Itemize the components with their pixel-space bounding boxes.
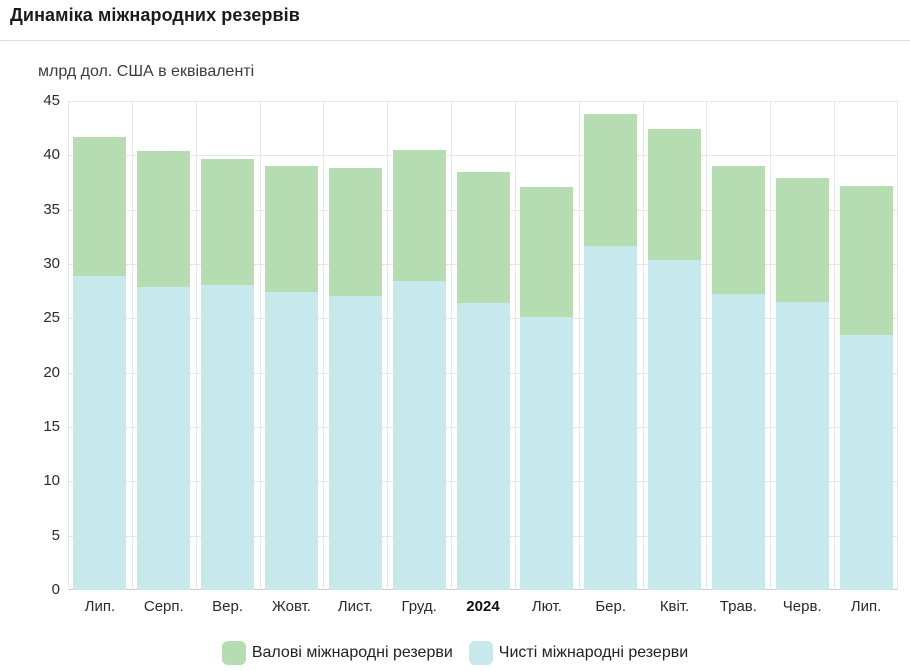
v-gridline-5 (387, 101, 388, 590)
x-tick-label-8: Бер. (595, 598, 627, 615)
bar-net-8[interactable] (584, 245, 637, 590)
h-gridline-40 (68, 155, 898, 156)
y-axis-unit-label: млрд дол. США в еквіваленті (38, 63, 255, 80)
chart-legend: Валові міжнародні резерви Чисті міжнарод… (0, 641, 910, 665)
plot-area (68, 101, 898, 590)
legend-label-net: Чисті міжнародні резерви (498, 644, 689, 661)
h-gridline-45 (68, 101, 898, 102)
bar-net-11[interactable] (776, 302, 829, 590)
y-tick-label-35: 35 (43, 200, 60, 218)
bar-net-3[interactable] (265, 292, 318, 590)
x-tick-label-3: Жовт. (271, 598, 311, 615)
v-gridline-9 (643, 101, 644, 590)
y-tick-label-5: 5 (51, 526, 60, 544)
gross-reserves-swatch-icon (221, 641, 246, 665)
v-gridline-10 (706, 101, 707, 590)
y-axis-line (68, 101, 69, 590)
v-gridline-4 (323, 101, 324, 590)
v-gridline-8 (579, 101, 580, 590)
legend-item-net[interactable]: Чисті міжнародні резерви (468, 641, 689, 665)
bar-net-7[interactable] (520, 317, 573, 590)
header-divider (0, 40, 910, 41)
y-tick-label-30: 30 (43, 255, 60, 272)
x-tick-label-7: Лют. (531, 598, 562, 615)
v-gridline-2 (196, 101, 197, 590)
v-gridline-1 (132, 101, 133, 590)
legend-item-gross[interactable]: Валові міжнародні резерви (221, 641, 453, 665)
v-gridline-7 (515, 101, 516, 590)
y-tick-label-10: 10 (43, 472, 60, 490)
x-tick-label-11: Черв. (782, 598, 822, 615)
page-title: Динаміка міжнародних резервів (10, 5, 300, 25)
y-tick-label-25: 25 (43, 309, 60, 327)
v-gridline-13 (897, 101, 898, 590)
bar-net-9[interactable] (648, 259, 701, 590)
x-tick-label-10: Трав. (719, 598, 757, 615)
y-tick-label-40: 40 (43, 146, 60, 164)
x-tick-label-0: Лип. (84, 598, 116, 615)
y-tick-label-20: 20 (43, 363, 60, 381)
x-tick-label-12: Лип. (850, 598, 882, 615)
net-reserves-swatch-icon (468, 641, 493, 665)
bar-net-2[interactable] (201, 284, 254, 590)
bar-net-1[interactable] (137, 286, 190, 590)
bar-net-6[interactable] (457, 303, 510, 590)
x-tick-label-1: Серп. (143, 598, 184, 615)
x-tick-label-5: Груд. (401, 598, 437, 615)
v-gridline-12 (834, 101, 835, 590)
bar-net-4[interactable] (329, 295, 382, 590)
y-tick-label-0: 0 (51, 581, 60, 598)
y-tick-label-15: 15 (43, 418, 60, 435)
v-gridline-3 (260, 101, 261, 590)
x-tick-label-9: Квіт. (659, 598, 690, 615)
bar-net-0[interactable] (73, 276, 126, 590)
v-gridline-6 (451, 101, 452, 590)
legend-label-gross: Валові міжнародні резерви (251, 644, 453, 661)
x-tick-label-2: Вер. (212, 598, 244, 615)
x-tick-label-4: Лист. (337, 598, 373, 615)
v-gridline-11 (770, 101, 771, 590)
x-tick-label-6: 2024 (466, 598, 500, 615)
bar-net-10[interactable] (712, 294, 765, 590)
bar-net-12[interactable] (840, 334, 893, 590)
y-tick-label-45: 45 (43, 92, 60, 109)
bar-net-5[interactable] (393, 281, 446, 590)
